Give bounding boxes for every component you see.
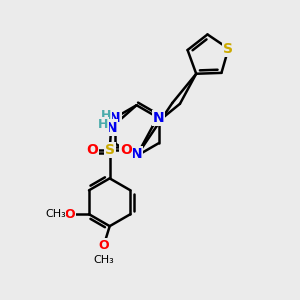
Text: N: N: [131, 148, 142, 161]
Text: O: O: [64, 208, 75, 221]
Text: H: H: [98, 118, 108, 131]
Text: O: O: [86, 143, 98, 157]
Text: N: N: [105, 121, 117, 135]
Text: O: O: [120, 143, 132, 157]
Text: N: N: [109, 111, 120, 125]
Text: S: S: [105, 143, 115, 157]
Text: N: N: [153, 111, 164, 125]
Text: S: S: [224, 42, 233, 56]
Text: CH₃: CH₃: [45, 208, 66, 219]
Text: CH₃: CH₃: [93, 255, 114, 265]
Text: O: O: [98, 239, 109, 252]
Text: H: H: [101, 109, 111, 122]
